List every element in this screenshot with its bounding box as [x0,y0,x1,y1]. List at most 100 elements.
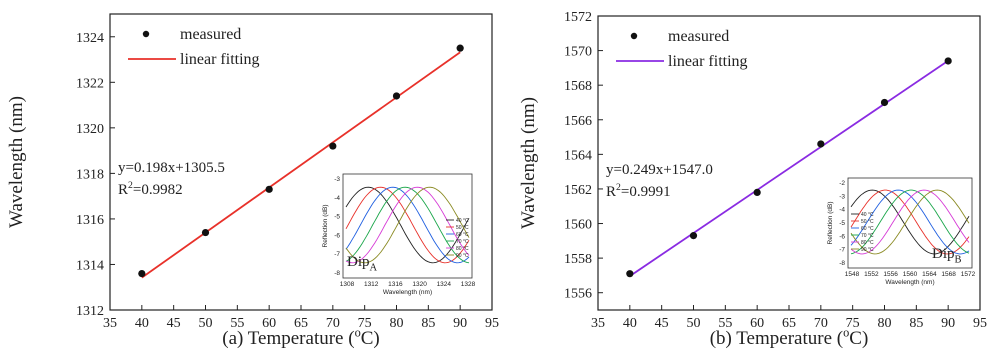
legend-label-fit: linear fitting [180,51,260,68]
inset-curve [345,186,470,264]
x-tick-label: 90 [453,316,467,331]
inset-y-tick-label: -4 [334,195,340,202]
y-tick-label: 1312 [76,304,104,319]
y-tick-label: 1324 [76,31,104,46]
x-tick-label: 80 [390,316,404,331]
inset-y-tick-label: -8 [839,260,845,267]
inset-y-tick-label: -7 [334,251,340,258]
y-tick-label: 1316 [76,213,104,228]
inset-y-tick-label: -5 [839,220,845,227]
inset-curve [850,189,970,255]
x-tick-label: 40 [623,316,637,331]
inset-legend-label: 50 °C [861,219,874,225]
inset-curve [345,186,470,264]
data-point [456,44,464,52]
fit-equation: y=0.249x+1547.0 [606,162,713,178]
x-tick-label: 65 [782,316,796,331]
y-tick-label: 1314 [76,258,104,273]
x-tick-label: 35 [103,316,117,331]
inset-x-tick-label: 1548 [845,271,860,278]
x-tick-label: 75 [358,316,372,331]
x-axis-label: (a) Temperature (oC) [222,325,379,349]
y-tick-label: 1556 [564,287,592,302]
x-tick-label: 45 [655,316,669,331]
inset-y-tick-label: -4 [839,207,845,214]
inset-y-tick-label: -5 [334,214,340,221]
x-tick-label: 75 [846,316,860,331]
inset-y-tick-label: -2 [839,180,845,187]
legend-label-measured: measured [668,28,729,45]
inset-curve [345,186,470,264]
fit-line [141,51,461,279]
r-squared: R2=0.9982 [118,180,183,198]
inset-spectrum: 1308 1312 1316 1320 1324 1328 -3 -4 -5 -6 -7 -8 Wave… [322,173,476,296]
inset-x-tick-label: 1312 [364,281,379,288]
inset-y-tick-label: -7 [839,247,845,254]
y-tick-label: 1568 [564,79,592,94]
data-point [817,140,825,148]
x-tick-label: 60 [750,316,764,331]
inset-x-tick-label: 1320 [412,281,427,288]
inset-dip-label: DipA [347,254,378,274]
x-tick-label: 70 [814,316,828,331]
inset-legend-label: 60 °C [861,226,874,232]
inset-y-tick-label: -3 [334,176,340,183]
data-point [944,57,952,65]
inset-curve [850,189,970,255]
x-tick-label: 55 [718,316,732,331]
chart-panel-a: 35 40 45 50 55 60 65 70 75 80 85 90 9513121314131613… [6,13,499,349]
data-point [265,185,273,193]
r-squared: R2=0.9991 [606,182,671,200]
inset-y-axis-label: Reflection (dB) [322,205,329,248]
y-tick-label: 1560 [564,218,592,233]
inset-spectrum: 1548 1552 1556 1560 1564 1568 1572 -2 -3 -4 -5 -6 -7… [827,177,976,286]
inset-y-axis-label: Reflection (dB) [827,202,834,245]
inset-curve [345,186,470,264]
inset-curve [850,189,970,255]
inset-x-tick-label: 1328 [461,281,476,288]
legend-label-fit: linear fitting [668,53,748,70]
legend-marker-measured [142,30,150,38]
data-point [201,228,210,237]
x-tick-label: 40 [135,316,149,331]
inset-legend-label: 60 °C [456,232,469,238]
y-tick-label: 1566 [564,114,592,129]
inset-x-axis-label: Wavelength (nm) [383,289,432,296]
inset-x-tick-label: 1324 [437,281,452,288]
fit-line [629,60,949,277]
x-tick-label: 60 [262,316,276,331]
y-tick-label: 1320 [76,122,104,137]
inset-legend-label: 70 °C [861,233,874,239]
legend-marker-measured [630,32,638,40]
x-tick-label: 80 [878,316,892,331]
inset-y-tick-label: -3 [839,193,845,200]
data-point [329,142,337,150]
data-point [753,188,761,196]
inset-x-tick-label: 1556 [883,271,898,278]
data-point [880,98,889,107]
chart-panel-b: 35 40 45 50 55 60 65 70 75 80 85 90 9515561558156015… [518,10,987,349]
x-tick-label: 45 [167,316,181,331]
data-point [689,232,698,240]
inset-curve [850,189,970,255]
x-tick-label: 70 [326,316,340,331]
y-tick-label: 1572 [564,10,592,25]
x-tick-label: 65 [294,316,308,331]
inset-curve [345,186,470,264]
inset-legend-label: 50 °C [456,225,469,231]
data-point [626,270,634,278]
x-axis-label: (b) Temperature (oC) [710,325,869,349]
inset-legend-label: 40 °C [861,212,874,218]
inset-legend-label: 70 °C [456,239,469,245]
inset-x-tick-label: 1572 [961,271,976,278]
inset-x-tick-label: 1316 [388,281,403,288]
inset-x-tick-label: 1564 [922,271,937,278]
inset-y-tick-label: -6 [334,232,340,239]
x-tick-label: 95 [973,316,987,331]
y-tick-label: 1564 [564,148,592,163]
inset-curve [850,189,970,255]
inset-x-tick-label: 1560 [903,271,918,278]
inset-dip-label: DipB [932,246,962,266]
inset-legend-label: 90 °C [861,247,874,253]
